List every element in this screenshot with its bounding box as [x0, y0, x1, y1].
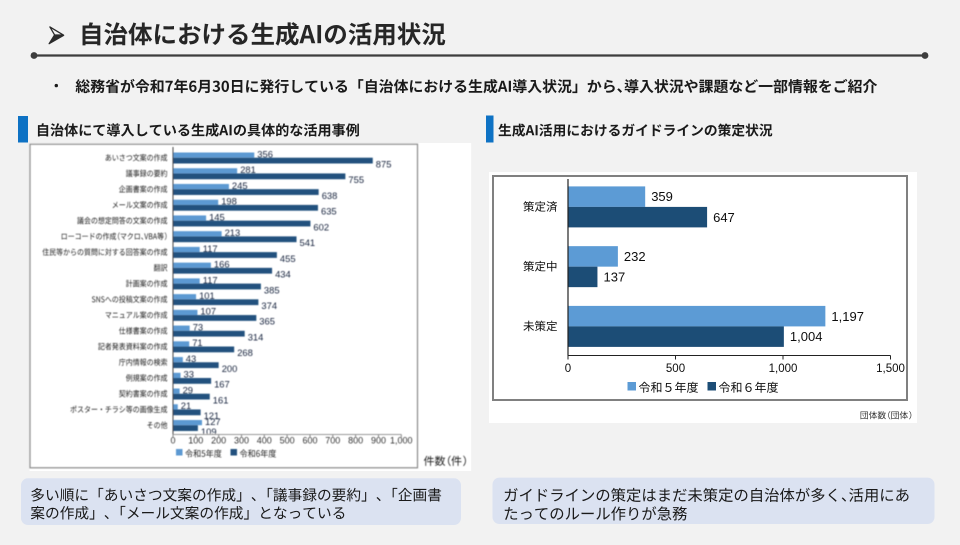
- svg-text:647: 647: [713, 210, 735, 225]
- svg-text:700: 700: [325, 436, 340, 446]
- svg-text:71: 71: [192, 337, 202, 348]
- svg-text:281: 281: [240, 164, 256, 175]
- svg-text:29: 29: [183, 384, 193, 395]
- svg-text:359: 359: [651, 189, 673, 204]
- svg-text:117: 117: [203, 274, 218, 285]
- svg-text:400: 400: [257, 436, 272, 446]
- svg-text:365: 365: [259, 316, 275, 327]
- svg-text:541: 541: [300, 237, 316, 248]
- svg-text:356: 356: [257, 148, 273, 159]
- svg-text:755: 755: [348, 174, 364, 185]
- svg-text:434: 434: [275, 269, 291, 280]
- svg-text:21: 21: [181, 400, 191, 411]
- svg-text:635: 635: [321, 206, 337, 217]
- svg-text:600: 600: [302, 436, 317, 446]
- svg-text:1,000: 1,000: [769, 363, 798, 375]
- svg-text:107: 107: [200, 306, 216, 317]
- svg-text:200: 200: [211, 436, 226, 446]
- svg-text:900: 900: [371, 436, 386, 446]
- svg-text:268: 268: [237, 347, 253, 358]
- svg-text:385: 385: [264, 284, 280, 295]
- svg-text:500: 500: [666, 363, 685, 375]
- svg-text:0: 0: [170, 436, 175, 446]
- svg-text:800: 800: [348, 436, 363, 446]
- svg-text:1,004: 1,004: [790, 329, 823, 344]
- svg-text:198: 198: [221, 196, 237, 207]
- svg-text:245: 245: [232, 180, 248, 191]
- svg-text:117: 117: [203, 243, 218, 254]
- svg-text:101: 101: [199, 290, 215, 301]
- svg-text:121: 121: [204, 410, 220, 421]
- svg-text:200: 200: [222, 363, 238, 374]
- svg-text:43: 43: [186, 353, 196, 364]
- svg-text:314: 314: [248, 332, 264, 343]
- svg-text:0: 0: [565, 363, 571, 375]
- svg-text:161: 161: [213, 394, 229, 405]
- svg-text:145: 145: [209, 211, 225, 222]
- svg-text:166: 166: [214, 259, 230, 270]
- svg-text:1,197: 1,197: [831, 309, 864, 324]
- svg-text:602: 602: [313, 221, 329, 232]
- svg-text:500: 500: [280, 436, 295, 446]
- svg-text:213: 213: [225, 227, 241, 238]
- svg-text:109: 109: [201, 426, 217, 437]
- svg-text:455: 455: [280, 253, 296, 264]
- svg-text:33: 33: [184, 369, 194, 380]
- svg-text:1,500: 1,500: [876, 363, 905, 375]
- svg-text:167: 167: [214, 379, 230, 390]
- svg-text:374: 374: [261, 300, 277, 311]
- svg-text:100: 100: [188, 436, 203, 446]
- svg-text:73: 73: [193, 322, 203, 333]
- svg-text:137: 137: [604, 270, 626, 285]
- svg-text:875: 875: [376, 158, 392, 169]
- svg-text:1,000: 1,000: [390, 436, 413, 446]
- svg-text:638: 638: [322, 190, 338, 201]
- svg-text:127: 127: [205, 416, 221, 427]
- svg-text:300: 300: [234, 436, 249, 446]
- svg-text:232: 232: [624, 249, 646, 264]
